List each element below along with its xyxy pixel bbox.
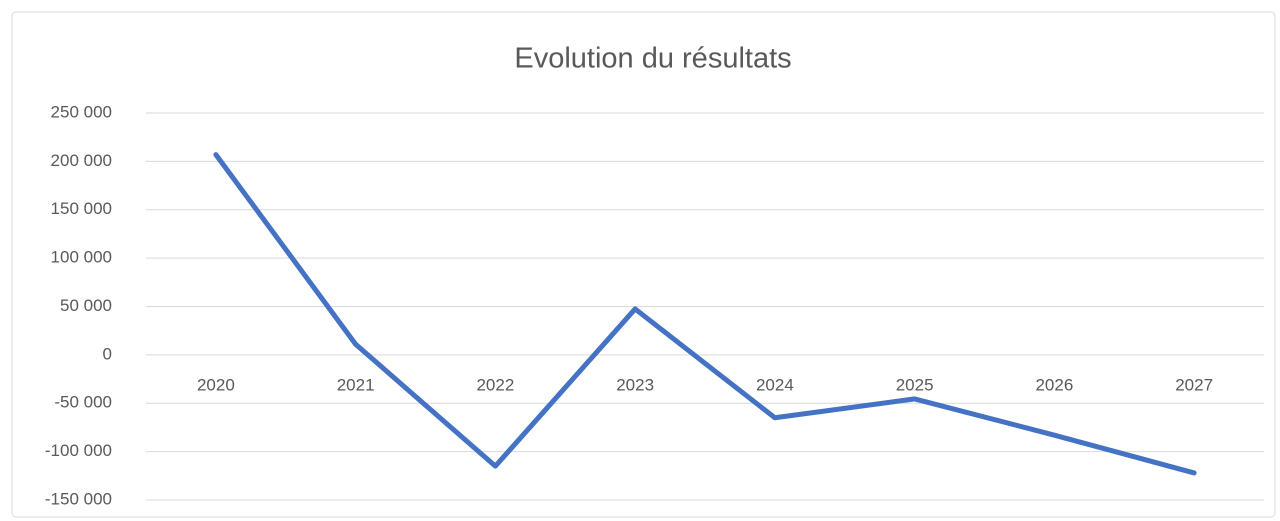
x-tick-label: 2020 — [197, 375, 235, 394]
y-tick-label: 200 000 — [51, 151, 112, 170]
x-tick-label: 2024 — [756, 375, 794, 394]
data-line — [213, 152, 1197, 476]
x-tick-label: 2027 — [1175, 375, 1213, 394]
chart-title: Evolution du résultats — [514, 43, 791, 75]
y-tick-label: -50 000 — [54, 393, 112, 412]
y-tick-label: -150 000 — [45, 489, 112, 508]
x-tick-label: 2021 — [337, 375, 375, 394]
x-tick-label: 2025 — [896, 375, 934, 394]
x-tick-label: 2026 — [1035, 375, 1073, 394]
y-tick-label: 50 000 — [60, 296, 112, 315]
x-tick-label: 2022 — [476, 375, 514, 394]
x-tick-label: 2023 — [616, 375, 654, 394]
y-tick-label: 250 000 — [51, 102, 112, 121]
y-tick-label: -100 000 — [45, 441, 112, 460]
y-tick-label: 150 000 — [51, 199, 112, 218]
y-tick-label: 0 — [103, 344, 112, 363]
chart-frame — [11, 11, 1276, 518]
y-tick-label: 100 000 — [51, 248, 112, 267]
